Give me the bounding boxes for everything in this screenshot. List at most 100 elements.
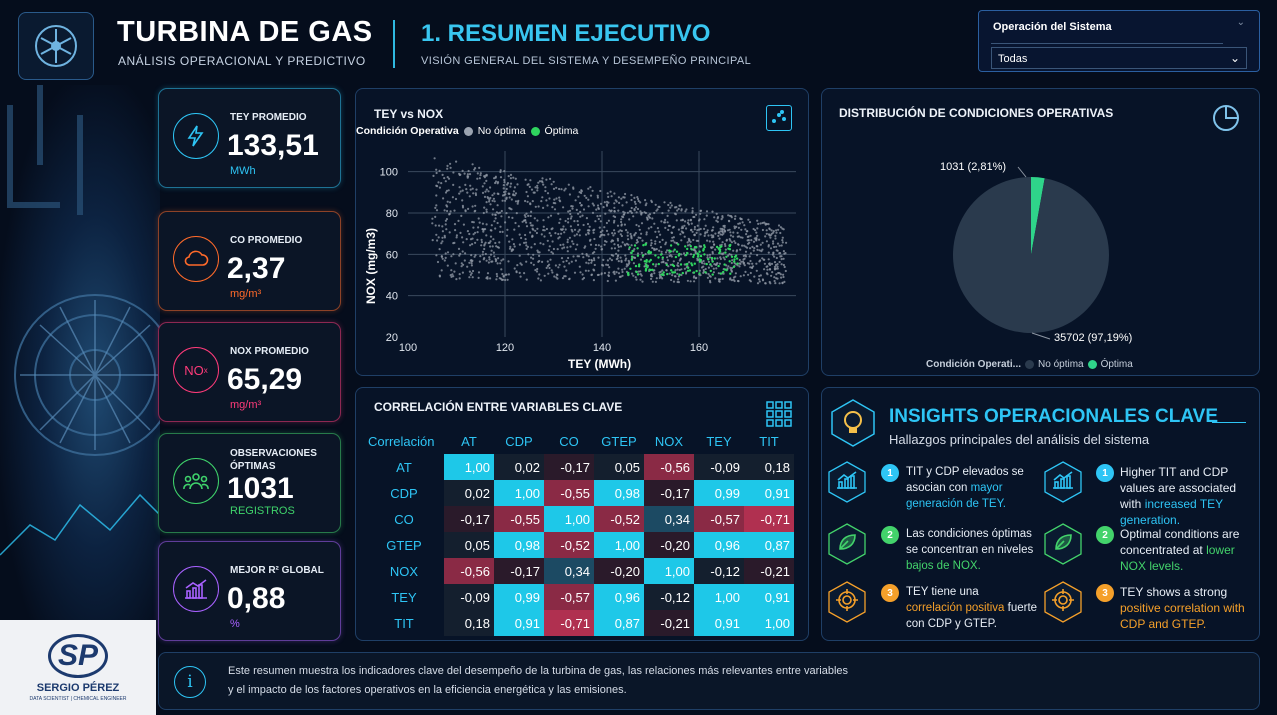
scatter-point-no-optima bbox=[521, 220, 524, 223]
scatter-point-no-optima bbox=[450, 269, 453, 272]
scatter-point-no-optima bbox=[607, 201, 610, 204]
scatter-point-no-optima bbox=[484, 174, 487, 177]
scatter-point-no-optima bbox=[715, 267, 718, 270]
scatter-point-no-optima bbox=[498, 211, 502, 214]
scatter-point-no-optima bbox=[680, 230, 683, 233]
scatter-point-no-optima bbox=[773, 261, 777, 264]
scatter-point-no-optima bbox=[626, 211, 629, 214]
scatter-point-no-optima bbox=[469, 273, 472, 276]
scatter-point-no-optima bbox=[560, 188, 563, 191]
system-operation-filter: Operación del Sistema ⌄ Todas ⌄ bbox=[978, 10, 1260, 72]
scatter-point-no-optima bbox=[597, 217, 600, 221]
pie-legend-dot-no-optima bbox=[1025, 360, 1035, 369]
insight-number-badge: 2 bbox=[1096, 526, 1114, 544]
correlation-column-header[interactable]: CO bbox=[559, 433, 579, 449]
scatter-point-no-optima bbox=[493, 200, 496, 203]
scatter-point-optima bbox=[657, 262, 660, 266]
scatter-point-no-optima bbox=[557, 237, 560, 240]
scatter-point-no-optima bbox=[746, 230, 749, 233]
scatter-point-no-optima bbox=[574, 259, 577, 262]
scatter-point-no-optima bbox=[722, 256, 725, 259]
correlation-corner-header[interactable]: Correlación bbox=[368, 433, 435, 449]
scatter-point-optima bbox=[672, 264, 676, 268]
scatter-point-no-optima bbox=[542, 229, 545, 232]
scatter-point-no-optima bbox=[756, 282, 760, 285]
correlation-column-header[interactable]: CDP bbox=[505, 433, 533, 449]
scatter-point-no-optima bbox=[577, 230, 580, 233]
pie-leader-line bbox=[1017, 166, 1027, 178]
scatter-point-no-optima bbox=[466, 230, 469, 233]
scatter-point-no-optima bbox=[459, 231, 462, 234]
pie-slice-optima[interactable] bbox=[1031, 177, 1045, 255]
correlation-cell: -0,21 bbox=[644, 610, 694, 636]
scatter-point-no-optima bbox=[481, 250, 485, 253]
correlation-column-header[interactable]: GTEP bbox=[601, 433, 637, 449]
scatter-point-no-optima bbox=[639, 236, 642, 240]
scatter-point-no-optima bbox=[755, 269, 758, 272]
scatter-point-no-optima bbox=[635, 278, 638, 281]
scatter-point-no-optima bbox=[601, 229, 604, 232]
insight-number-badge: 2 bbox=[881, 526, 899, 544]
scatter-point-no-optima bbox=[656, 208, 659, 211]
scatter-point-optima bbox=[686, 269, 690, 272]
scatter-point-no-optima bbox=[660, 261, 663, 264]
scatter-point-no-optima bbox=[590, 273, 593, 277]
brand-tagline: DATA SCIENTIST | CHEMICAL ENGINEER bbox=[29, 695, 127, 702]
pie-legend-title: Condición Operati... bbox=[926, 359, 1022, 370]
scatter-point-no-optima bbox=[700, 260, 703, 263]
scatter-point-no-optima bbox=[619, 245, 623, 248]
scatter-point-no-optima bbox=[508, 196, 511, 199]
scatter-point-no-optima bbox=[472, 226, 475, 229]
scatter-point-no-optima bbox=[700, 266, 704, 269]
scatter-point-no-optima bbox=[525, 278, 528, 281]
scatter-point-no-optima bbox=[617, 249, 620, 252]
filter-collapse-chevron-icon[interactable]: ⌄ bbox=[1236, 17, 1245, 28]
scatter-point-no-optima bbox=[765, 232, 768, 235]
scatter-point-no-optima bbox=[776, 267, 779, 270]
correlation-column-header[interactable]: AT bbox=[461, 433, 477, 449]
scatter-point-no-optima bbox=[767, 251, 770, 254]
scatter-point-no-optima bbox=[435, 204, 438, 207]
scatter-point-no-optima bbox=[646, 218, 649, 221]
scatter-point-no-optima bbox=[749, 234, 752, 237]
scatter-point-no-optima bbox=[727, 254, 730, 257]
scatter-point-no-optima bbox=[763, 262, 766, 265]
pie-legend: Condición Operati... No óptima Óptima bbox=[926, 359, 1133, 370]
scatter-point-no-optima bbox=[654, 230, 657, 233]
scatter-point-optima bbox=[699, 254, 703, 258]
scatter-point-no-optima bbox=[784, 269, 787, 273]
app-title: TURBINA DE GAS bbox=[117, 16, 373, 48]
correlation-column-header[interactable]: TEY bbox=[706, 433, 732, 449]
scatter-point-no-optima bbox=[770, 274, 773, 277]
scatter-point-no-optima bbox=[676, 268, 679, 271]
scatter-point-no-optima bbox=[487, 197, 490, 200]
scatter-point-no-optima bbox=[721, 227, 724, 230]
section-title: 1. RESUMEN EJECUTIVO bbox=[421, 20, 711, 47]
scatter-point-no-optima bbox=[541, 196, 544, 199]
scatter-point-optima bbox=[630, 251, 633, 255]
scatter-point-no-optima bbox=[616, 224, 620, 227]
scatter-point-no-optima bbox=[589, 186, 592, 189]
correlation-column-header[interactable]: NOX bbox=[654, 433, 684, 449]
scatter-point-no-optima bbox=[620, 220, 623, 224]
scatter-point-no-optima bbox=[721, 230, 724, 234]
scatter-point-no-optima bbox=[744, 255, 748, 258]
scatter-point-no-optima bbox=[669, 201, 672, 204]
scatter-point-no-optima bbox=[564, 219, 567, 223]
scatter-point-no-optima bbox=[549, 214, 553, 217]
pie-slice-no-optima[interactable] bbox=[952, 177, 1109, 333]
scatter-point-optima bbox=[697, 253, 700, 256]
scatter-point-no-optima bbox=[533, 243, 536, 246]
filter-select[interactable]: Todas ⌄ bbox=[991, 47, 1247, 69]
scatter-point-no-optima bbox=[770, 262, 774, 265]
scatter-point-no-optima bbox=[682, 252, 686, 255]
scatter-point-no-optima bbox=[587, 187, 590, 190]
scatter-point-no-optima bbox=[639, 210, 642, 213]
scatter-point-no-optima bbox=[781, 241, 784, 244]
scatter-point-no-optima bbox=[515, 212, 518, 215]
scatter-point-no-optima bbox=[600, 233, 603, 236]
scatter-point-no-optima bbox=[493, 177, 496, 180]
correlation-column-header[interactable]: TIT bbox=[759, 433, 779, 449]
scatter-point-no-optima bbox=[510, 249, 513, 253]
kpi-label: ÓPTIMAS bbox=[230, 461, 276, 472]
